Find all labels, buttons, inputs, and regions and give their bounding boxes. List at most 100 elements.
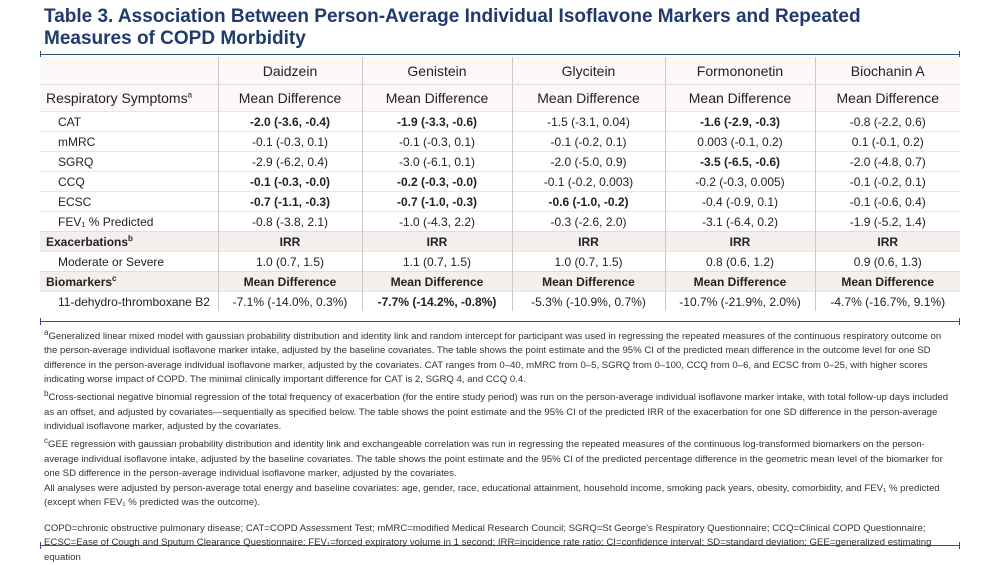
table-title: Table 3. Association Between Person-Aver…: [44, 6, 861, 49]
section-measure: Mean Difference: [361, 271, 512, 292]
data-row: FEV₁ % Predicted -0.8 (-3.8, 2.1) -1.0 (-4…: [40, 211, 960, 232]
data-cell: -1.9 (-3.3, -0.6): [361, 111, 512, 132]
data-cell: -0.8 (-3.8, 2.1): [217, 211, 362, 232]
footnote: aGeneralized linear mixed model with gau…: [44, 326, 956, 387]
data-cell: 1.0 (0.7, 1.5): [511, 251, 665, 272]
row-label: SGRQ: [40, 151, 218, 172]
data-cell: -1.0 (-4.3, 2.2): [361, 211, 512, 232]
corner-cell: [40, 57, 218, 85]
section-measure: Mean Difference: [664, 271, 815, 292]
section-measure: Mean Difference: [511, 84, 665, 112]
data-cell: -0.7 (-1.0, -0.3): [361, 191, 512, 212]
data-cell: -7.1% (-14.0%, 0.3%): [217, 291, 362, 311]
section-header-row: Exacerbationsb IRR IRR IRR IRR IRR: [40, 231, 960, 252]
footnote-text: All analyses were adjusted by person-ave…: [44, 482, 940, 508]
footnote: cGEE regression with gaussian probabilit…: [44, 434, 956, 481]
section-measure: Mean Difference: [664, 84, 815, 112]
section-measure: IRR: [511, 231, 665, 252]
data-cell: 0.9 (0.6, 1.3): [814, 251, 960, 272]
section-measure: Mean Difference: [217, 84, 362, 112]
column-header: Genistein: [361, 57, 512, 85]
row-label: mMRC: [40, 131, 218, 152]
data-row: CCQ -0.1 (-0.3, -0.0) -0.2 (-0.3, -0.0) -0.…: [40, 171, 960, 192]
section-measure: IRR: [814, 231, 960, 252]
section-measure: Mean Difference: [814, 271, 960, 292]
footnote-marker: c: [44, 436, 48, 446]
data-cell: -0.1 (-0.3, -0.0): [217, 171, 362, 192]
data-cell: -1.5 (-3.1, 0.04): [511, 111, 665, 132]
mid-rule: [40, 318, 960, 325]
data-cell: -1.9 (-5.2, 1.4): [814, 211, 960, 232]
section-measure: IRR: [217, 231, 362, 252]
footnote-marker: a: [187, 90, 193, 100]
data-cell: -0.6 (-1.0, -0.2): [511, 191, 665, 212]
data-row: ECSC -0.7 (-1.1, -0.3) -0.7 (-1.0, -0.3) -0…: [40, 191, 960, 212]
column-header: Glycitein: [511, 57, 665, 85]
data-cell: -2.0 (-4.8, 0.7): [814, 151, 960, 172]
footnote: All analyses were adjusted by person-ave…: [44, 482, 956, 511]
footnote-text: GEE regression with gaussian probability…: [44, 439, 943, 480]
top-rule: [40, 51, 960, 58]
section-measure: Mean Difference: [814, 84, 960, 112]
data-cell: -2.0 (-5.0, 0.9): [511, 151, 665, 172]
footnote-marker: b: [44, 389, 49, 399]
data-cell: -5.3% (-10.9%, 0.7%): [511, 291, 665, 311]
data-cell: -2.9 (-6.2, 0.4): [217, 151, 362, 172]
column-header: Formononetin: [664, 57, 815, 85]
section-measure: IRR: [361, 231, 512, 252]
section-header-row: Biomarkersc Mean Difference Mean Differenc…: [40, 271, 960, 292]
section-label-text: Exacerbations: [46, 235, 129, 249]
data-cell: -4.7% (-16.7%, 9.1%): [814, 291, 960, 311]
row-label: Moderate or Severe: [40, 251, 218, 272]
row-label: 11-dehydro-thromboxane B2: [40, 291, 218, 311]
bottom-rule: [40, 542, 960, 549]
section-header-row: Respiratory Symptomsa Mean Difference Mean…: [40, 84, 960, 112]
data-cell: -0.7 (-1.1, -0.3): [217, 191, 362, 212]
footnote: bCross-sectional negative binomial regre…: [44, 387, 956, 434]
footnote-text: Generalized linear mixed model with gaus…: [44, 331, 942, 386]
section-measure: Mean Difference: [217, 271, 362, 292]
data-cell: -0.1 (-0.3, 0.1): [361, 131, 512, 152]
data-row: Moderate or Severe 1.0 (0.7, 1.5) 1.1 (0.7…: [40, 251, 960, 272]
data-cell: -0.1 (-0.6, 0.4): [814, 191, 960, 212]
data-cell: -0.4 (-0.9, 0.1): [664, 191, 815, 212]
footnote-marker: b: [128, 234, 133, 243]
data-row: 11-dehydro-thromboxane B2 -7.1% (-14.0%, …: [40, 291, 960, 311]
row-label: ECSC: [40, 191, 218, 212]
section-label: Respiratory Symptomsa: [40, 84, 218, 112]
column-header-row: Daidzein Genistein Glycitein Formononetin Bi…: [40, 57, 960, 85]
row-label: FEV₁ % Predicted: [40, 211, 218, 232]
data-row: CAT -2.0 (-3.6, -0.4) -1.9 (-3.3, -0.6) -1.…: [40, 111, 960, 132]
section-label: Biomarkersc: [40, 271, 218, 292]
data-cell: 1.1 (0.7, 1.5): [361, 251, 512, 272]
data-cell: -3.5 (-6.5, -0.6): [664, 151, 815, 172]
data-cell: -0.2 (-0.3, -0.0): [361, 171, 512, 192]
data-row: SGRQ -2.9 (-6.2, 0.4) -3.0 (-6.1, 0.1) -2.0…: [40, 151, 960, 172]
data-cell: -3.0 (-6.1, 0.1): [361, 151, 512, 172]
data-cell: -0.8 (-2.2, 0.6): [814, 111, 960, 132]
section-measure: Mean Difference: [361, 84, 512, 112]
data-cell: -1.6 (-2.9, -0.3): [664, 111, 815, 132]
data-cell: 0.003 (-0.1, 0.2): [664, 131, 815, 152]
section-label: Exacerbationsb: [40, 231, 218, 252]
footnote-marker: a: [44, 328, 49, 337]
data-cell: -0.3 (-2.6, 2.0): [511, 211, 665, 232]
data-cell: 0.1 (-0.1, 0.2): [814, 131, 960, 152]
row-label: CAT: [40, 111, 218, 132]
section-label-text: Biomarkers: [46, 275, 113, 289]
data-cell: -10.7% (-21.9%, 2.0%): [664, 291, 815, 311]
row-label: CCQ: [40, 171, 218, 192]
data-cell: 0.8 (0.6, 1.2): [664, 251, 815, 272]
footnote-marker: c: [112, 274, 117, 283]
data-cell: -2.0 (-3.6, -0.4): [217, 111, 362, 132]
data-table: Daidzein Genistein Glycitein Formononetin Bi…: [40, 57, 960, 311]
section-measure: IRR: [664, 231, 815, 252]
data-cell: 1.0 (0.7, 1.5): [217, 251, 362, 272]
footnote-text: Cross-sectional negative binomial regres…: [44, 392, 949, 433]
abbreviations: COPD=chronic obstructive pulmonary disea…: [44, 523, 932, 563]
data-cell: -3.1 (-6.4, 0.2): [664, 211, 815, 232]
section-measure: Mean Difference: [511, 271, 665, 292]
footnotes: aGeneralized linear mixed model with gau…: [44, 326, 956, 565]
column-header: Daidzein: [217, 57, 362, 85]
data-cell: -0.2 (-0.3, 0.005): [664, 171, 815, 192]
